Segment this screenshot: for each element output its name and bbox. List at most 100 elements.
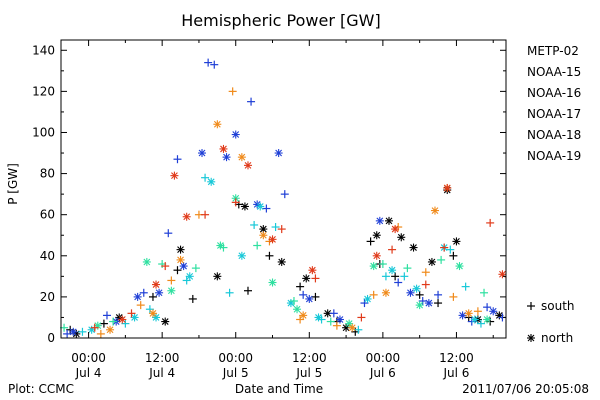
data-point-metp-02-north: [213, 272, 222, 281]
legend: METP-02 NOAA-15 NOAA-16 NOAA-17 NOAA-18 NOAA-…: [527, 44, 581, 345]
data-point-metp-02-north: [452, 237, 461, 246]
data-point-noaa-19-south: [161, 262, 170, 271]
series-noaa-15-south: [63, 58, 507, 338]
legend-item: NOAA-16: [527, 86, 581, 100]
data-point-metp-02-south: [265, 251, 274, 260]
data-point-noaa-15-north: [69, 327, 78, 336]
data-point-noaa-19-north: [219, 144, 228, 153]
y-axis-label: P [GW]: [6, 163, 20, 205]
data-point-noaa-16-south: [201, 173, 210, 182]
data-point-noaa-18-south: [369, 290, 378, 299]
data-point-noaa-15-north: [274, 149, 283, 158]
data-point-noaa-17-north: [483, 315, 492, 324]
data-point-noaa-16-north: [363, 294, 372, 303]
data-point-metp-02-south: [415, 290, 424, 299]
data-point-noaa-16-south: [225, 288, 234, 297]
y-tick-label: 120: [32, 84, 55, 98]
data-point-noaa-16-north: [207, 177, 216, 186]
x-tick-label-date: Jul 4: [148, 366, 175, 380]
data-point-noaa-15-north: [489, 307, 498, 316]
data-point-noaa-19-north: [372, 251, 381, 260]
data-point-metp-02-north: [302, 274, 311, 283]
data-point-noaa-19-north: [118, 315, 127, 324]
data-point-noaa-16-south: [121, 319, 130, 328]
data-point-noaa-19-north: [182, 212, 191, 221]
data-point-noaa-16-south: [250, 220, 259, 229]
data-point-noaa-15-south: [247, 97, 256, 106]
x-tick-label-date: Jul 5: [222, 366, 249, 380]
data-point-noaa-16-south: [145, 305, 154, 314]
data-point-noaa-19-south: [90, 323, 99, 332]
data-point-noaa-17-north: [415, 301, 424, 310]
series-metp-02-south: [66, 200, 495, 336]
series-noaa-16-south: [78, 173, 485, 336]
data-point-noaa-19-south: [311, 274, 320, 283]
data-point-noaa-16-south: [400, 272, 409, 281]
data-point-noaa-16-south: [271, 223, 280, 232]
data-point-metp-02-south: [188, 294, 197, 303]
data-point-noaa-15-south: [173, 155, 182, 164]
data-point-metp-02-south: [449, 251, 458, 260]
series-noaa-17-north: [93, 194, 492, 330]
x-axis-label: Date and Time: [235, 382, 323, 396]
data-point-noaa-15-south: [329, 309, 338, 318]
data-point-noaa-16-north: [185, 272, 194, 281]
data-point-noaa-17-south: [109, 317, 118, 326]
data-point-metp-02-south: [173, 266, 182, 275]
data-point-noaa-17-south: [480, 288, 489, 297]
series-noaa-19-south: [90, 198, 495, 332]
data-point-noaa-17-north: [345, 319, 354, 328]
data-point-noaa-18-south: [449, 292, 458, 301]
x-tick-label-time: 12:00: [439, 351, 474, 365]
data-point-noaa-16-north: [152, 313, 161, 322]
data-point-noaa-18-north: [213, 120, 222, 129]
data-point-noaa-19-south: [201, 210, 210, 219]
data-point-noaa-19-north: [308, 266, 317, 275]
data-point-metp-02-south: [391, 272, 400, 281]
data-point-noaa-18-north: [106, 325, 115, 334]
data-point-noaa-19-north: [152, 280, 161, 289]
data-point-noaa-17-north: [142, 257, 151, 266]
x-tick-label-time: 00:00: [71, 351, 106, 365]
x-tick-label-time: 00:00: [366, 351, 401, 365]
series-noaa-18-south: [96, 87, 482, 338]
data-point-noaa-19-north: [170, 171, 179, 180]
data-point-metp-02-south: [296, 282, 305, 291]
series-noaa-19-north: [118, 144, 507, 324]
footer-right: 2011/07/06 20:05:08: [462, 382, 589, 396]
legend-item: METP-02: [527, 44, 579, 58]
data-point-metp-02-north: [277, 257, 286, 266]
data-point-noaa-16-south: [182, 276, 191, 285]
data-point-noaa-18-south: [136, 301, 145, 310]
data-point-noaa-16-south: [78, 327, 87, 336]
data-point-noaa-19-south: [388, 245, 397, 254]
x-tick-label-time: 00:00: [218, 351, 253, 365]
data-point-noaa-17-north: [231, 194, 240, 203]
data-point-noaa-17-north: [268, 278, 277, 287]
y-tick-label: 60: [40, 208, 55, 222]
data-point-noaa-15-south: [360, 299, 369, 308]
x-tick-label-time: 12:00: [145, 351, 180, 365]
data-point-noaa-16-south: [354, 325, 363, 334]
data-point-noaa-16-north: [256, 202, 265, 211]
data-point-metp-02-south: [366, 237, 375, 246]
data-point-noaa-18-south: [296, 315, 305, 324]
data-point-metp-02-north: [240, 202, 249, 211]
data-point-noaa-15-south: [164, 229, 173, 238]
data-point-noaa-15-north: [458, 311, 467, 320]
legend-item: NOAA-15: [527, 65, 581, 79]
data-point-noaa-16-south: [446, 245, 455, 254]
data-point-noaa-18-south: [96, 329, 105, 338]
legend-marker-label: south: [541, 299, 575, 313]
data-point-metp-02-south: [99, 319, 108, 328]
data-point-noaa-19-south: [486, 218, 495, 227]
data-point-noaa-15-south: [102, 311, 111, 320]
data-point-noaa-18-north: [381, 288, 390, 297]
x-tick-label-time: 12:00: [292, 351, 327, 365]
data-point-noaa-19-south: [127, 309, 136, 318]
data-point-noaa-17-south: [378, 260, 387, 269]
series-noaa-15-north: [69, 130, 498, 336]
data-point-noaa-15-south: [299, 290, 308, 299]
data-point-noaa-18-north: [464, 309, 473, 318]
